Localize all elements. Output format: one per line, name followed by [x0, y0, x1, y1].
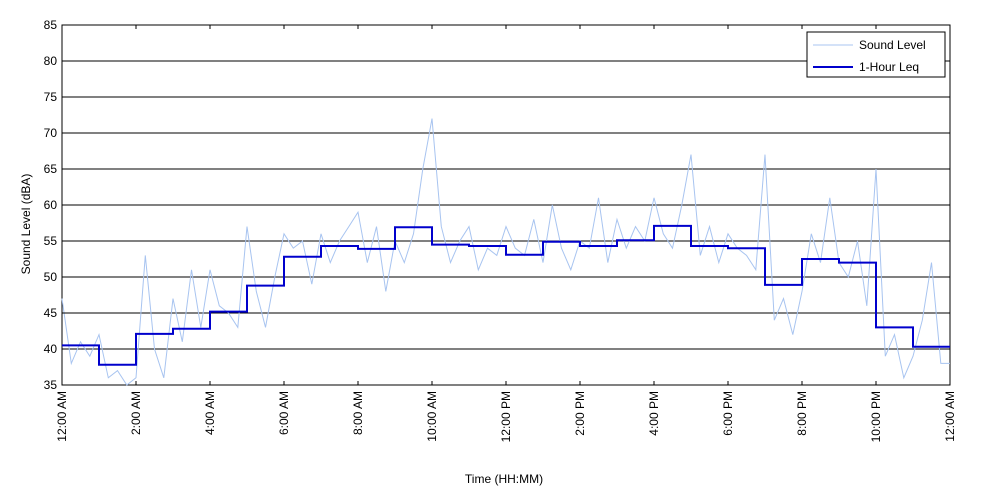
x-tick-label: 2:00 AM: [129, 391, 143, 435]
x-tick-label: 8:00 PM: [795, 391, 809, 436]
legend-box: [806, 31, 946, 78]
x-tick-label: 10:00 AM: [425, 391, 439, 442]
x-axis-label: Time (HH:MM): [465, 472, 543, 486]
x-tick-label: 8:00 AM: [351, 391, 365, 435]
sound-level-line: [61, 118, 950, 386]
y-tick-label: 70: [44, 126, 58, 140]
y-tick-label: 45: [44, 306, 58, 320]
y-axis-label: Sound Level (dBA): [19, 174, 33, 275]
legend: Sound Level 1-Hour Leq: [806, 31, 946, 78]
y-tick-label: 80: [44, 54, 58, 68]
x-tick-label: 12:00 AM: [943, 391, 957, 442]
y-tick-label: 35: [44, 378, 58, 392]
y-axis-ticks: 35 40 45 50 55 60 65 70 75 80 85: [44, 18, 66, 392]
x-tick-label: 6:00 PM: [721, 391, 735, 436]
x-tick-label: 4:00 PM: [647, 391, 661, 436]
y-tick-label: 65: [44, 162, 58, 176]
legend-label-sound-level: Sound Level: [859, 38, 926, 52]
legend-label-hourly-leq: 1-Hour Leq: [859, 60, 919, 74]
x-tick-label: 12:00 AM: [55, 391, 69, 442]
x-tick-label: 6:00 AM: [277, 391, 291, 435]
y-tick-label: 55: [44, 234, 58, 248]
hourly-leq-series: [62, 224, 950, 366]
x-tick-label: 4:00 AM: [203, 391, 217, 435]
y-tick-label: 50: [44, 270, 58, 284]
y-tick-label: 40: [44, 342, 58, 356]
y-tick-label: 85: [44, 18, 58, 32]
y-tick-label: 60: [44, 198, 58, 212]
hourly-leq-line: [62, 224, 950, 366]
x-tick-label: 10:00 PM: [869, 391, 883, 442]
sound-level-series: [61, 118, 950, 386]
y-tick-label: 75: [44, 90, 58, 104]
x-tick-label: 2:00 PM: [573, 391, 587, 436]
x-axis-ticks: 12:00 AM 2:00 AM 4:00 AM 6:00 AM 8:00 AM 10:0…: [55, 25, 957, 442]
x-tick-label: 12:00 PM: [499, 391, 513, 442]
